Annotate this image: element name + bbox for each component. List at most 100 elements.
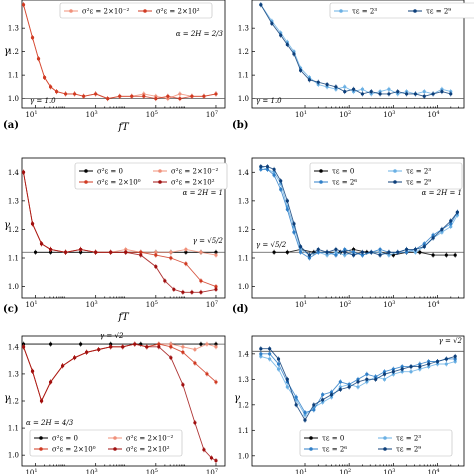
legend-marker: [393, 180, 397, 184]
legend-label: σ²ε = 2×10⁰: [97, 179, 141, 187]
data-point: [396, 250, 400, 254]
legend-label: σ²ε = 0: [97, 168, 123, 176]
data-point: [387, 253, 391, 257]
data-point: [338, 385, 342, 389]
data-point: [343, 247, 347, 252]
data-point: [259, 347, 263, 351]
data-point: [142, 94, 146, 98]
data-point: [387, 92, 391, 96]
x-tick-label: 107: [206, 110, 218, 119]
data-point: [303, 418, 307, 422]
data-point: [444, 362, 448, 366]
y-tick-label: 1.4: [238, 169, 250, 177]
x-tick-label: 105: [146, 300, 158, 309]
x-tick-label: 102: [339, 110, 351, 119]
legend-marker: [383, 436, 387, 440]
data-point: [365, 380, 369, 384]
data-point: [42, 75, 47, 80]
data-point: [94, 250, 98, 254]
series-group: [22, 169, 218, 295]
data-point: [214, 92, 218, 96]
data-point: [382, 372, 387, 376]
data-point: [294, 403, 298, 407]
data-point: [312, 403, 316, 407]
x-tick-label: 103: [383, 468, 395, 474]
data-point: [307, 253, 312, 257]
data-point: [444, 253, 448, 257]
data-point: [325, 250, 329, 254]
data-point: [334, 85, 338, 89]
data-point: [440, 89, 444, 94]
data-point: [387, 87, 391, 91]
data-point: [292, 52, 296, 56]
y-tick-label: 1.1: [238, 72, 249, 80]
data-point: [154, 97, 158, 101]
data-point: [343, 253, 347, 257]
data-point: [338, 387, 342, 392]
y-axis-label: γ: [234, 393, 240, 404]
data-point: [22, 170, 26, 174]
data-point: [169, 356, 173, 360]
legend-marker: [39, 447, 43, 451]
legend-marker: [158, 169, 162, 173]
y-tick-label: 1.3: [238, 25, 249, 33]
reference-line-label: γ = √2: [100, 332, 124, 340]
data-point: [205, 342, 209, 346]
data-point: [338, 380, 342, 384]
panel-a: 1.0 1.1 1.2 1.3 101 103 105 107 γ = 1.0 γ fT α = 2H…: [3, 0, 226, 133]
data-point: [418, 250, 422, 254]
data-point: [285, 377, 289, 381]
x-axis-label: fT: [117, 122, 130, 133]
data-point: [409, 370, 413, 374]
data-point: [404, 250, 409, 254]
x-tick-label: 105: [146, 468, 158, 474]
y-tick-label: 1.1: [8, 425, 19, 433]
legend-marker: [393, 169, 397, 173]
y-tick-label: 1.2: [238, 401, 249, 409]
y-axis-label: γ: [4, 393, 10, 404]
data-point: [79, 250, 83, 254]
legend-box: [74, 162, 228, 190]
data-point: [33, 250, 38, 254]
data-point: [387, 250, 391, 254]
legend-marker: [113, 436, 117, 440]
panel-d: 1.0 1.1 1.2 1.3 1.4 101 102 103 104 γ = √5/2 α = 2…: [232, 157, 465, 315]
data-point: [391, 367, 395, 371]
data-point: [351, 247, 356, 252]
legend-label: τε = 0: [332, 168, 354, 176]
data-point: [139, 250, 143, 254]
data-point: [427, 364, 431, 369]
legend-label: τε = 2³: [406, 168, 431, 176]
data-point: [378, 92, 382, 96]
reference-line-label: γ = √2: [439, 337, 463, 345]
legend-label: τε = 0: [322, 435, 344, 443]
data-point: [202, 94, 206, 98]
x-tick-label: 103: [383, 300, 395, 309]
series-group: [259, 2, 453, 99]
data-point: [193, 361, 197, 365]
data-point: [190, 290, 194, 294]
legend-marker: [383, 447, 387, 451]
legend-marker: [69, 9, 73, 13]
y-tick-label: 1.0: [238, 283, 249, 291]
panel-label: (d): [232, 304, 248, 315]
y-tick-label: 1.3: [238, 197, 249, 205]
legend-label: σ²ε = 2×10⁻²: [82, 8, 129, 16]
data-point: [374, 375, 378, 379]
y-tick-label: 1.2: [238, 48, 249, 56]
legend-marker: [309, 447, 313, 451]
data-point: [22, 345, 26, 349]
legend-label: σ²ε = 2×10⁰: [52, 446, 96, 454]
legend-label: σ²ε = 2×10²: [126, 446, 170, 454]
data-point: [214, 458, 218, 463]
data-point: [294, 395, 298, 399]
data-point: [124, 250, 128, 254]
data-point: [214, 342, 218, 346]
series-line: [23, 343, 217, 403]
y-tick-label: 1.0: [8, 452, 19, 460]
legend-label: τε = 2⁹: [396, 446, 421, 454]
data-point: [61, 364, 65, 368]
data-point: [418, 367, 422, 371]
data-point: [154, 253, 158, 257]
data-point: [199, 279, 203, 283]
